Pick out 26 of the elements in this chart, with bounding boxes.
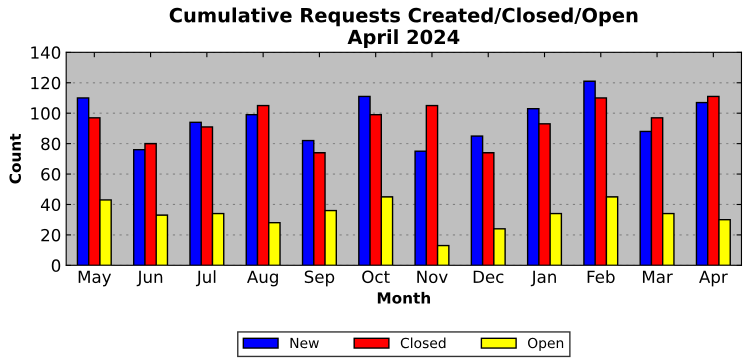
legend-label: Closed [400,337,446,348]
y-tick-label: 120 [31,76,60,90]
legend-label: Open [528,338,564,351]
y-tick-label: 80 [41,138,60,150]
x-tick-label: Jun [136,270,162,286]
x-tick-label: Feb [588,270,615,284]
y-tick-label: 0 [52,259,60,272]
x-tick-label: Nov [417,270,448,284]
x-tick-label: Oct [362,270,390,284]
chart-title: Cumulative Requests Created/Closed/Open April 2024 [170,7,638,48]
x-tick-label: Jul [196,270,216,286]
x-tick-label: Aug [246,270,278,286]
x-tick-label: Jan [530,270,556,286]
x-tick-label: Dec [474,270,504,284]
y-tick-label: 20 [41,228,60,242]
y-tick-label: 60 [41,168,60,181]
y-axis-title: Count [9,134,21,184]
x-tick-label: Sep [304,270,334,286]
x-tick-label: May [78,270,112,286]
x-axis-title: Month [378,292,430,304]
y-tick-label: 100 [31,107,60,120]
y-tick-label: 40 [40,198,60,212]
x-tick-label: Apr [699,270,728,286]
legend-label: New [290,338,319,348]
x-tick-label: Mar [642,270,673,284]
y-tick-label: 140 [31,46,60,59]
